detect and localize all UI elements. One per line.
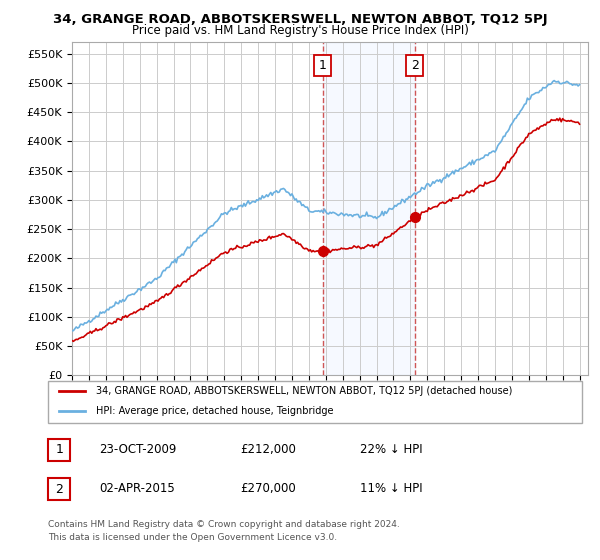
Text: 23-OCT-2009: 23-OCT-2009 xyxy=(99,443,176,456)
Text: 22% ↓ HPI: 22% ↓ HPI xyxy=(360,443,422,456)
Text: 11% ↓ HPI: 11% ↓ HPI xyxy=(360,482,422,496)
Text: Price paid vs. HM Land Registry's House Price Index (HPI): Price paid vs. HM Land Registry's House … xyxy=(131,24,469,37)
FancyBboxPatch shape xyxy=(49,478,70,500)
Text: £270,000: £270,000 xyxy=(240,482,296,496)
Text: Contains HM Land Registry data © Crown copyright and database right 2024.: Contains HM Land Registry data © Crown c… xyxy=(48,520,400,529)
Text: HPI: Average price, detached house, Teignbridge: HPI: Average price, detached house, Teig… xyxy=(96,406,334,416)
Text: 34, GRANGE ROAD, ABBOTSKERSWELL, NEWTON ABBOT, TQ12 5PJ: 34, GRANGE ROAD, ABBOTSKERSWELL, NEWTON … xyxy=(53,13,547,26)
Text: 1: 1 xyxy=(319,59,326,72)
Bar xyxy=(323,42,415,375)
Text: 02-APR-2015: 02-APR-2015 xyxy=(99,482,175,496)
Text: This data is licensed under the Open Government Licence v3.0.: This data is licensed under the Open Gov… xyxy=(48,533,337,542)
Text: 2: 2 xyxy=(410,59,419,72)
Text: 2: 2 xyxy=(55,483,64,496)
Text: 34, GRANGE ROAD, ABBOTSKERSWELL, NEWTON ABBOT, TQ12 5PJ (detached house): 34, GRANGE ROAD, ABBOTSKERSWELL, NEWTON … xyxy=(96,386,512,396)
Text: £212,000: £212,000 xyxy=(240,443,296,456)
FancyBboxPatch shape xyxy=(49,439,70,461)
Text: 1: 1 xyxy=(55,444,64,456)
FancyBboxPatch shape xyxy=(48,381,582,423)
